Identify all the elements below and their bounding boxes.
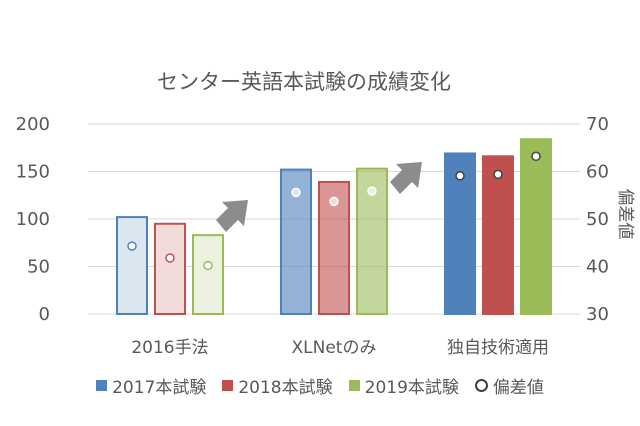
category-label-0: 2016手法 [131,338,208,358]
y-tick-100: 100 [16,209,50,230]
y2-tick-70: 70 [586,114,609,135]
category-labels: 2016手法 XLNetのみ 独自技術適用 [131,338,549,358]
y2-axis-label: 偏差値 [615,189,635,240]
legend-label-2019: 2019本試験 [364,377,459,398]
y2-tick-60: 60 [586,162,609,183]
deviation-marker-2019本試験-独自技術適用 [531,151,541,162]
legend-label-2017: 2017本試験 [112,377,207,398]
arrow-1 [216,200,248,232]
legend-marker-deviation [474,378,488,392]
legend-label-2018: 2018本試験 [238,377,333,398]
y2-tick-30: 30 [586,304,609,325]
deviation-marker-2019本試験-2016手法 [203,260,213,271]
legend-swatch-2017 [96,379,108,391]
bars [116,138,552,316]
legend-swatch-2019 [348,379,360,391]
y-tick-50: 50 [27,257,50,278]
chart-title: センター英語本試験の成績変化 [157,70,451,94]
y-tick-0: 0 [39,304,50,325]
category-label-2: 独自技術適用 [447,338,549,358]
bar-2018本試験-独自技術適用 [482,155,514,315]
legend-item-2019: 2019本試験 [348,373,459,398]
deviation-marker-2017本試験-2016手法 [127,241,137,251]
y-tick-200: 200 [16,114,50,135]
legend-label-deviation: 偏差値 [492,377,544,398]
y2-tick-40: 40 [586,257,609,278]
legend-swatch-2018 [222,379,234,391]
bar-2018本試験-2016手法 [154,222,186,315]
category-label-1: XLNetのみ [292,338,377,358]
bar-2019本試験-独自技術適用 [520,138,552,315]
bar-2019本試験-2016手法 [192,234,224,315]
deviation-marker-2017本試験-XLNetのみ [291,187,301,198]
bar-2017本試験-2016手法 [116,216,148,316]
y2-tick-50: 50 [586,209,609,230]
y-tick-150: 150 [16,162,50,183]
legend-item-2018: 2018本試験 [222,373,333,398]
legend: 2017本試験 2018本試験 2019本試験 偏差値 [0,371,640,399]
deviation-marker-2017本試験-独自技術適用 [455,171,465,181]
deviation-markers [127,151,541,271]
progress-arrows [216,162,422,232]
legend-item-deviation: 偏差値 [474,373,544,398]
legend-item-2017: 2017本試験 [96,373,206,398]
deviation-marker-2019本試験-XLNetのみ [367,186,377,196]
deviation-marker-2018本試験-独自技術適用 [493,169,503,180]
arrow-2 [390,162,422,194]
y-axis-ticks: 0 50 100 150 200 [16,114,50,325]
deviation-marker-2018本試験-XLNetのみ [329,196,339,207]
y2-axis-ticks: 30 40 50 60 70 [586,114,609,325]
deviation-marker-2018本試験-2016手法 [165,253,175,263]
